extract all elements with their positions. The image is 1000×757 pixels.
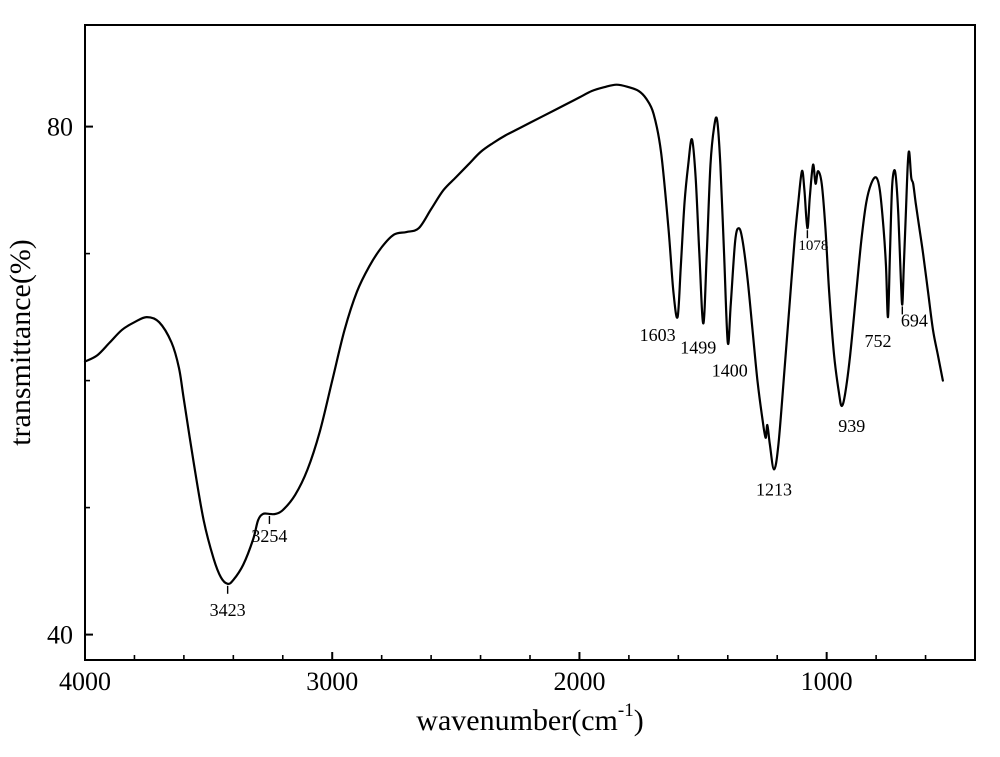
svg-text:1213: 1213	[756, 480, 792, 500]
svg-text:4000: 4000	[59, 667, 111, 696]
svg-text:2000: 2000	[553, 667, 605, 696]
svg-text:1000: 1000	[801, 667, 853, 696]
svg-text:3254: 3254	[251, 526, 287, 546]
svg-text:939: 939	[838, 416, 865, 436]
svg-text:transmittance(%): transmittance(%)	[4, 239, 37, 446]
svg-text:1499: 1499	[680, 337, 716, 357]
svg-text:1400: 1400	[712, 361, 748, 381]
svg-text:3000: 3000	[306, 667, 358, 696]
svg-text:wavenumber(cm-1): wavenumber(cm-1)	[416, 700, 643, 737]
ir-spectrum-chart: 4000 3000 2000 1000 40 80 wavenumber(cm-1) tran…	[0, 0, 1000, 757]
svg-text:1603: 1603	[640, 325, 676, 345]
svg-text:752: 752	[864, 331, 891, 351]
svg-text:694: 694	[901, 310, 928, 330]
svg-text:1078: 1078	[798, 238, 828, 254]
svg-text:80: 80	[47, 113, 73, 142]
svg-text:3423: 3423	[210, 600, 246, 620]
svg-text:40: 40	[47, 621, 73, 650]
